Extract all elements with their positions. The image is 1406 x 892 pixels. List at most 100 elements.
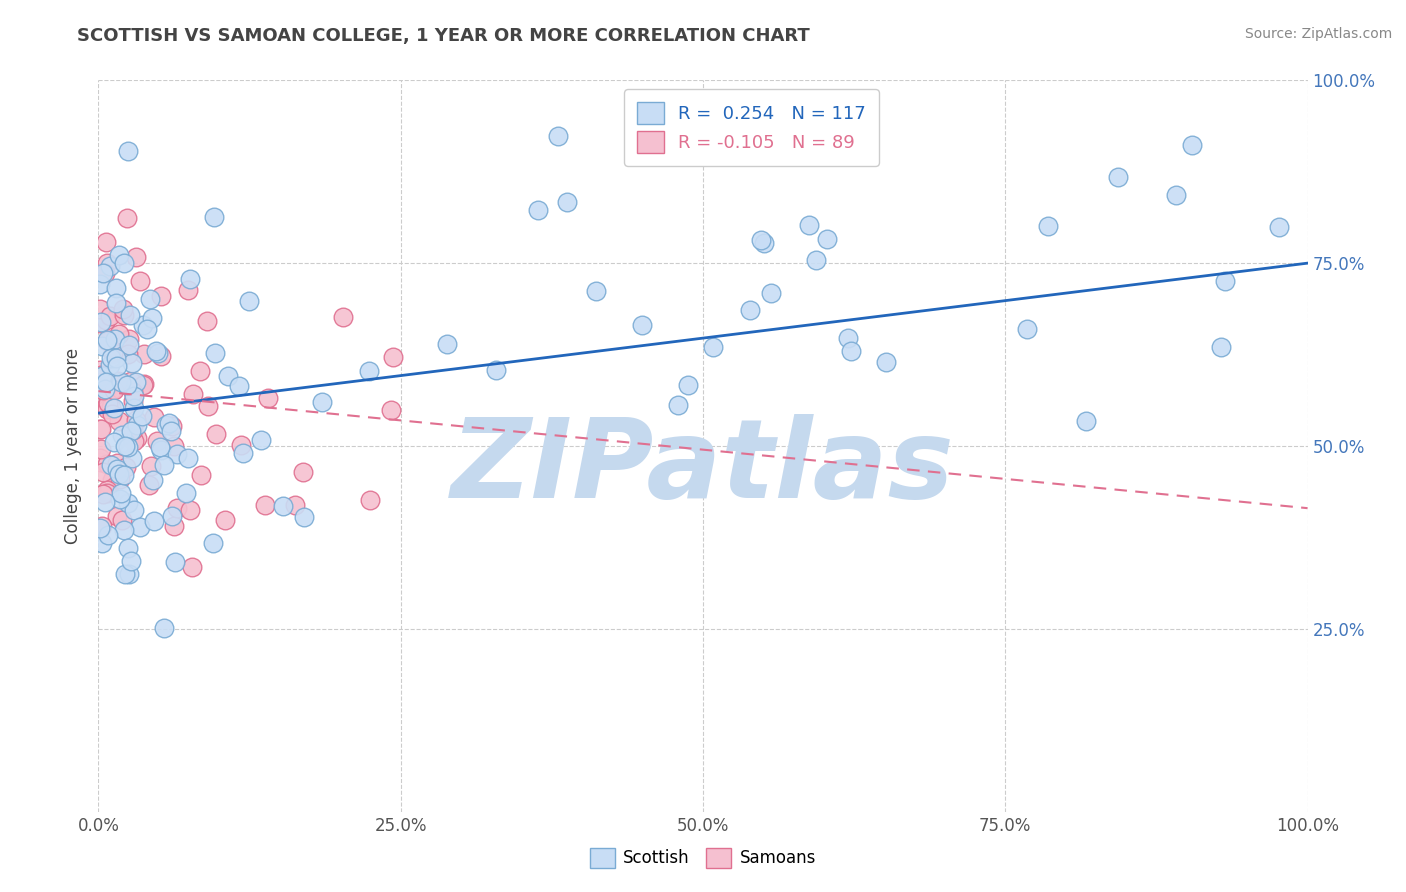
Point [120, 375, 142, 389]
Point [105, 456, 128, 470]
Point [142, 473, 165, 487]
Point [108, 414, 131, 428]
Point [1036, 219, 1059, 233]
Point [94, 266, 117, 280]
Point [359, 493, 381, 508]
Point [311, 395, 333, 409]
Point [204, 211, 226, 225]
Point [177, 283, 200, 297]
Point [96, 401, 118, 416]
Point [117, 440, 139, 454]
Point [94, 376, 117, 390]
Point [799, 218, 821, 232]
Point [124, 434, 146, 448]
Point [153, 621, 176, 635]
Point [98, 333, 121, 347]
Point [89, 277, 111, 291]
Point [217, 369, 239, 384]
Point [190, 364, 212, 378]
Point [145, 344, 167, 359]
Point [436, 337, 458, 351]
Point [91, 369, 114, 384]
Point [98, 359, 121, 373]
Point [271, 499, 294, 513]
Point [101, 408, 124, 422]
Point [190, 468, 212, 483]
Point [115, 211, 138, 225]
Point [93, 384, 115, 398]
Point [125, 376, 148, 390]
Point [176, 450, 198, 465]
Point [112, 523, 135, 537]
Point [96, 334, 118, 348]
Point [180, 560, 202, 574]
Point [527, 202, 550, 217]
Point [103, 383, 125, 397]
Point [129, 274, 152, 288]
Point [676, 377, 699, 392]
Legend: R =  0.254   N = 117, R = -0.105   N = 89: R = 0.254 N = 117, R = -0.105 N = 89 [624, 89, 879, 166]
Point [380, 403, 402, 417]
Point [125, 418, 148, 433]
Point [89, 376, 111, 390]
Point [238, 294, 260, 309]
Point [149, 442, 172, 457]
Point [117, 541, 139, 556]
Point [105, 351, 128, 366]
Point [120, 424, 142, 438]
Point [107, 467, 129, 482]
Point [98, 484, 121, 499]
Point [122, 502, 145, 516]
Point [815, 232, 838, 246]
Point [214, 513, 236, 527]
Point [381, 351, 404, 365]
Point [132, 376, 155, 391]
Point [631, 318, 654, 332]
Point [112, 309, 135, 323]
Point [150, 289, 173, 303]
Point [150, 349, 173, 363]
Point [702, 339, 724, 353]
Point [108, 472, 131, 486]
Point [94, 383, 117, 397]
Point [122, 384, 145, 399]
Point [96, 333, 118, 347]
Point [91, 486, 114, 500]
Point [806, 253, 828, 268]
Point [128, 520, 150, 534]
Point [89, 422, 111, 436]
Point [125, 412, 148, 426]
Point [132, 318, 155, 333]
Point [1181, 138, 1204, 153]
Point [96, 256, 118, 270]
Point [121, 394, 143, 409]
Point [485, 363, 508, 377]
Point [118, 566, 141, 581]
Point [292, 509, 315, 524]
Point [121, 451, 143, 466]
Point [89, 454, 111, 468]
Text: ZIPatlas: ZIPatlas [451, 415, 955, 522]
Point [90, 535, 112, 549]
Point [114, 566, 136, 581]
Point [157, 416, 180, 430]
Point [176, 486, 198, 500]
Point [232, 446, 254, 460]
Point [91, 339, 114, 353]
Point [101, 473, 124, 487]
Point [257, 391, 280, 405]
Point [100, 400, 122, 414]
Point [228, 379, 250, 393]
Point [163, 519, 186, 533]
Point [1107, 169, 1129, 184]
Point [1074, 414, 1097, 428]
Point [159, 424, 181, 438]
Point [89, 521, 111, 535]
Point [291, 465, 314, 479]
Point [163, 439, 186, 453]
Point [89, 450, 111, 465]
Point [752, 235, 775, 250]
Point [96, 485, 118, 500]
Point [118, 332, 141, 346]
Legend: Scottish, Samoans: Scottish, Samoans [583, 841, 823, 875]
